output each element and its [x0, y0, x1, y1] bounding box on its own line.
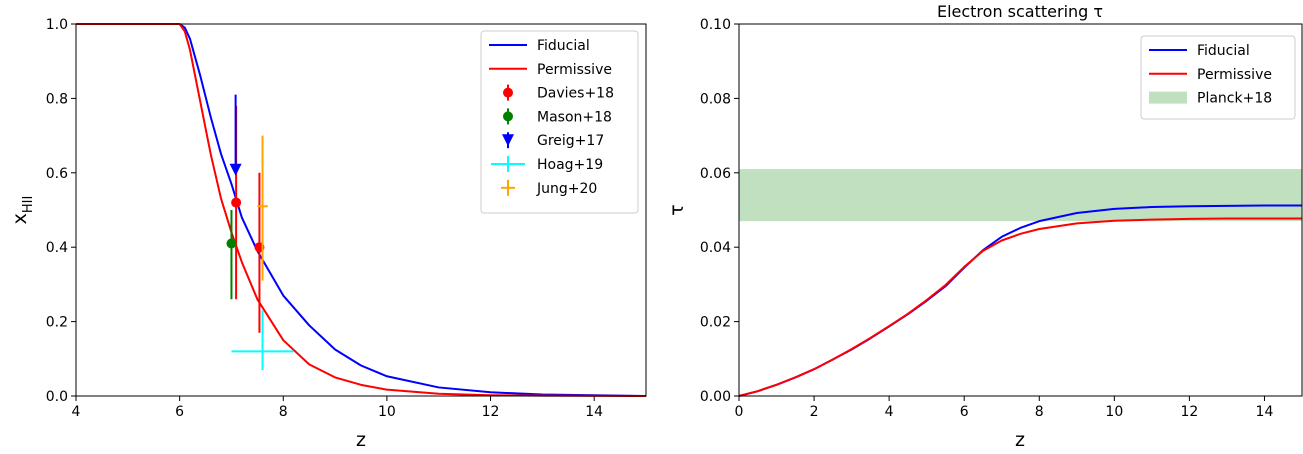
legend-marker-davies18 [503, 87, 513, 98]
x-tick-label: 12 [1180, 404, 1198, 420]
legend-label-mason18: Mason+18 [537, 109, 612, 125]
y-tick-label: 0.08 [700, 91, 731, 107]
x-tick-label: 6 [960, 404, 969, 420]
y-tick-label: 0.4 [46, 240, 68, 256]
y-axis-label-sub: HII [21, 196, 36, 213]
y-tick-label: 0.0 [46, 389, 68, 405]
y-tick-label: 0.2 [46, 315, 68, 331]
plot-frame [738, 23, 1303, 397]
data-layer [738, 204, 1302, 397]
x-tick-label: 10 [1105, 404, 1123, 420]
band-planck [739, 169, 1302, 222]
series-line-permissive [76, 23, 647, 397]
legend: Fiducial Permissive Planck+18 [1140, 35, 1296, 120]
x-tick-label: 10 [378, 404, 396, 420]
point-davies18 [231, 197, 242, 208]
y-tick-label: 0.02 [700, 315, 731, 331]
legend-label-planck18: Planck+18 [1197, 91, 1272, 107]
series-line-permissive [738, 217, 1302, 397]
y-axis-label: τ [666, 204, 688, 215]
x-tick-label: 14 [1256, 404, 1274, 420]
axis-ticks: 0 2 4 6 8 10 12 14 0.00 0.02 0.04 0.06 0.08 0.10 [700, 17, 1274, 420]
panel-reionization-history: 4 6 8 10 12 14 0.0 0.2 0.4 0.6 0.8 1.0 z xHII Fiduc… [9, 17, 647, 451]
y-tick-label: 0.10 [700, 17, 731, 33]
x-tick-label: 8 [1035, 404, 1044, 420]
chart-title: Electron scattering τ [937, 2, 1103, 21]
y-axis-label-main: x [9, 213, 31, 224]
x-tick-label: 4 [885, 404, 894, 420]
x-tick-label: 2 [810, 404, 819, 420]
legend-label-greig17: Greig+17 [537, 133, 604, 149]
legend-label-permissive: Permissive [1197, 67, 1272, 83]
band-layer [739, 169, 1302, 222]
legend-label-hoag19: Hoag+19 [537, 157, 603, 173]
legend-label-davies18: Davies+18 [537, 86, 614, 102]
legend-swatch-planck18 [1149, 91, 1187, 104]
x-tick-label: 14 [585, 404, 603, 420]
series-line-fiducial [76, 23, 647, 397]
panel-electron-scattering: Electron scattering τ 0 2 4 6 8 10 12 14 0.00 0.0… [666, 2, 1303, 451]
legend-marker-greig17 [502, 134, 514, 147]
y-tick-label: 0.00 [700, 389, 731, 405]
y-tick-label: 0.6 [46, 166, 68, 182]
x-tick-label: 6 [175, 404, 184, 420]
y-tick-label: 1.0 [46, 17, 68, 33]
plot-frame [75, 23, 647, 397]
x-axis-label: z [1015, 429, 1025, 451]
x-tick-label: 8 [279, 404, 288, 420]
point-greig17 [229, 163, 242, 176]
axis-ticks: 4 6 8 10 12 14 0.0 0.2 0.4 0.6 0.8 1.0 [46, 17, 603, 420]
legend: Fiducial Permissive Davies+18 Mason+18 Greig… [480, 30, 639, 214]
point-mason18 [226, 238, 237, 249]
x-axis-label: z [356, 429, 366, 451]
x-tick-label: 0 [735, 404, 744, 420]
legend-label-permissive: Permissive [537, 62, 612, 78]
legend-box [480, 30, 639, 214]
legend-label-jung20: Jung+20 [536, 181, 597, 197]
legend-label-fiducial: Fiducial [537, 38, 590, 54]
y-tick-label: 0.06 [700, 166, 731, 182]
legend-label-fiducial: Fiducial [1197, 43, 1250, 59]
x-tick-label: 4 [72, 404, 81, 420]
point-layer [226, 94, 294, 370]
x-tick-label: 12 [482, 404, 500, 420]
y-tick-label: 0.8 [46, 91, 68, 107]
y-tick-label: 0.04 [700, 240, 731, 256]
y-axis-label: xHII [9, 196, 36, 225]
legend-marker-mason18 [503, 111, 513, 122]
data-layer [76, 23, 647, 397]
